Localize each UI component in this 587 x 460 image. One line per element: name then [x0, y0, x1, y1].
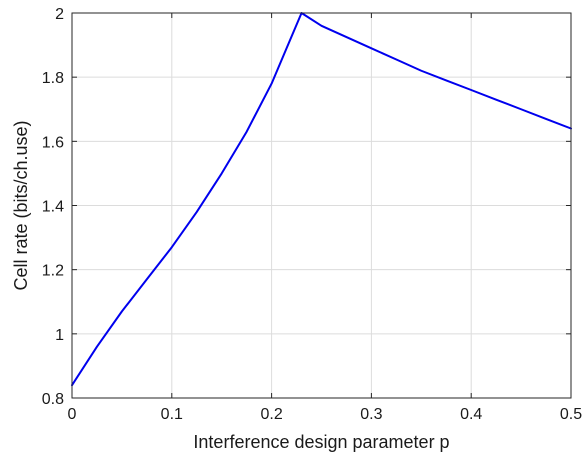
series-layer: [71, 12, 572, 387]
x-tick-label: 0.3: [360, 406, 382, 423]
y-tick-label: 2: [55, 6, 64, 23]
y-tick-label: 1.8: [42, 70, 64, 87]
y-tick-label: 0.8: [42, 391, 64, 408]
x-tick-label: 0.4: [460, 406, 482, 423]
y-tick-label: 1.4: [42, 199, 64, 216]
series-line: [71, 12, 572, 387]
grid: [72, 13, 571, 398]
x-axis-title: Interference design parameter p: [193, 432, 449, 452]
y-tick-label: 1.2: [42, 263, 64, 280]
y-tick-label: 1.6: [42, 134, 64, 151]
y-tick-labels: 0.8 1 1.2 1.4 1.6 1.8 2: [42, 6, 64, 408]
x-tick-label: 0.1: [161, 406, 183, 423]
x-tick-label: 0.2: [260, 406, 282, 423]
x-tick-labels: 0 0.1 0.2 0.3 0.4 0.5: [68, 406, 583, 423]
x-tick-label: 0.5: [560, 406, 582, 423]
y-axis-title: Cell rate (bits/ch.use): [11, 120, 31, 290]
y-tick-label: 1: [55, 327, 64, 344]
x-tick-label: 0: [68, 406, 77, 423]
ticks: [71, 12, 572, 399]
